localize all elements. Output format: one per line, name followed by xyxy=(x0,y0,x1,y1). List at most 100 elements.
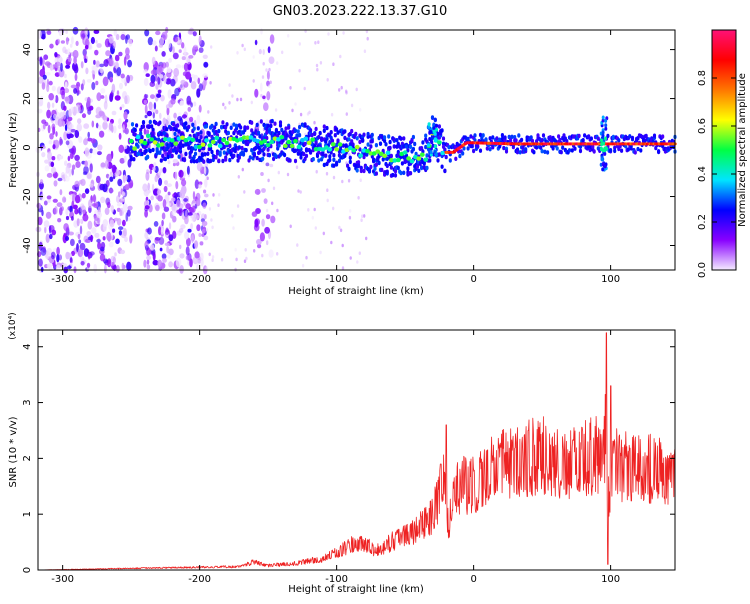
spectrogram-signal-cell xyxy=(592,149,596,154)
spectrogram-signal-cell xyxy=(351,148,357,153)
spectrogram-noise-cell xyxy=(184,231,189,240)
spectrogram-noise-cell xyxy=(217,203,220,207)
spectrogram-signal-cell xyxy=(603,148,607,153)
spectrogram-signal-cell xyxy=(267,153,272,158)
spectrogram-signal-cell xyxy=(406,166,410,171)
spectrogram-signal-cell xyxy=(514,138,518,143)
spectrogram-signal-cell xyxy=(411,134,415,140)
spectrogram-signal-cell xyxy=(416,156,422,161)
spectrogram-noise-cell xyxy=(154,74,158,82)
spectrogram-noise-cell xyxy=(272,186,276,191)
spectrogram-noise-cell xyxy=(245,256,248,261)
spectrogram-noise-cell xyxy=(319,250,322,255)
spectrogram-noise-cell xyxy=(113,28,118,37)
spectrogram-x-tick-label: -200 xyxy=(188,274,211,285)
spectrogram-noise-cell xyxy=(105,50,111,57)
snr-x-tick-label: -200 xyxy=(188,574,211,585)
spectrogram-noise-cell xyxy=(228,101,231,105)
spectrogram-y-label: Frequency (Hz) xyxy=(8,112,19,188)
spectrogram-noise-cell xyxy=(49,267,53,272)
spectrogram-noise-cell xyxy=(111,110,117,116)
spectrogram-noise-cell xyxy=(152,112,155,119)
spectrogram-noise-cell xyxy=(74,129,80,139)
spectrogram-signal-cell xyxy=(150,124,154,129)
spectrogram-noise-cell xyxy=(91,65,95,71)
spectrogram-signal-cell xyxy=(604,126,608,131)
spectrogram-noise-cell xyxy=(236,97,239,102)
spectrogram-noise-cell xyxy=(235,257,238,262)
spectrogram-noise-cell xyxy=(305,255,308,260)
spectrogram-noise-cell xyxy=(80,83,84,91)
spectrogram-signal-cell xyxy=(404,144,409,149)
spectrogram-signal-cell xyxy=(402,170,406,175)
spectrogram-signal-cell xyxy=(481,133,485,138)
spectrogram-signal-cell xyxy=(337,158,341,164)
spectrogram-noise-cell xyxy=(86,231,92,237)
spectrogram-noise-cell xyxy=(317,40,320,44)
spectrogram-noise-cell xyxy=(196,162,203,172)
spectrogram-signal-cell xyxy=(644,133,648,139)
spectrogram-signal-cell xyxy=(392,137,396,142)
spectrogram-signal-cell xyxy=(389,165,393,170)
spectrogram-noise-cell xyxy=(298,68,301,73)
snr-y-label: SNR (10 * v/v) xyxy=(8,416,19,487)
spectrogram-signal-cell xyxy=(149,137,155,142)
spectrogram-signal-cell xyxy=(430,115,435,120)
spectrogram-signal-cell xyxy=(199,135,203,140)
spectrogram-noise-cell xyxy=(188,55,194,59)
spectrogram-noise-cell xyxy=(67,116,73,122)
spectrogram-noise-cell xyxy=(158,226,162,236)
spectrogram-noise-cell xyxy=(261,188,266,193)
spectrogram-noise-cell xyxy=(84,44,89,50)
spectrogram-signal-cell xyxy=(478,148,483,153)
spectrogram-signal-cell xyxy=(427,122,431,127)
spectrogram-signal-cell xyxy=(130,122,135,127)
spectrogram-noise-cell xyxy=(341,243,344,248)
spectrogram-noise-cell xyxy=(274,108,278,112)
spectrogram-signal-cell xyxy=(133,127,137,133)
spectrogram-noise-cell xyxy=(55,264,61,271)
spectrogram-noise-cell xyxy=(144,209,149,218)
spectrogram-noise-cell xyxy=(148,101,153,111)
spectrogram-signal-cell xyxy=(443,168,447,173)
spectrogram-noise-cell xyxy=(100,196,106,203)
spectrogram-noise-cell xyxy=(266,91,271,101)
spectrogram-signal-cell xyxy=(183,125,187,130)
spectrogram-noise-cell xyxy=(75,40,79,47)
spectrogram-noise-cell xyxy=(205,228,209,232)
colorbar-tick-label: 0.8 xyxy=(697,70,708,86)
spectrogram-noise-cell xyxy=(49,233,53,240)
spectrogram-noise-cell xyxy=(179,100,185,106)
spectrogram-signal-cell xyxy=(643,138,647,144)
spectrogram-noise-cell xyxy=(218,193,221,197)
spectrogram-signal-cell xyxy=(409,171,413,176)
spectrogram-noise-cell xyxy=(161,219,164,227)
spectrogram-noise-cell xyxy=(167,89,172,99)
spectrogram-signal-cell xyxy=(355,168,359,173)
spectrogram-noise-cell xyxy=(250,100,253,105)
spectrogram-noise-cell xyxy=(339,228,343,233)
spectrogram-signal-cell xyxy=(174,150,178,155)
spectrogram-signal-cell xyxy=(500,133,504,138)
spectrogram-noise-cell xyxy=(64,73,67,79)
spectrogram-signal-cell xyxy=(395,138,399,143)
spectrogram-noise-cell xyxy=(65,236,69,241)
spectrogram-noise-cell xyxy=(232,226,235,230)
spectrogram-signal-cell xyxy=(228,143,232,148)
spectrogram-noise-cell xyxy=(193,101,197,107)
spectrogram-noise-cell xyxy=(205,266,208,271)
spectrogram-signal-cell xyxy=(173,131,177,137)
spectrogram-noise-cell xyxy=(171,197,176,202)
spectrogram-signal-cell xyxy=(151,147,155,153)
spectrogram-noise-cell xyxy=(326,198,329,203)
spectrogram-noise-cell xyxy=(243,47,246,52)
spectrogram-signal-cell xyxy=(313,131,317,137)
snr-x-tick-label: 0 xyxy=(470,574,476,585)
spectrogram-signal-cell xyxy=(440,164,444,169)
spectrogram-signal-cell xyxy=(369,164,373,170)
spectrogram-noise-cell xyxy=(37,76,44,84)
spectrogram-noise-cell xyxy=(144,245,149,251)
spectrogram-noise-cell xyxy=(63,131,68,141)
spectrogram-noise-cell xyxy=(98,130,105,138)
spectrogram-signal-cell xyxy=(246,125,250,130)
